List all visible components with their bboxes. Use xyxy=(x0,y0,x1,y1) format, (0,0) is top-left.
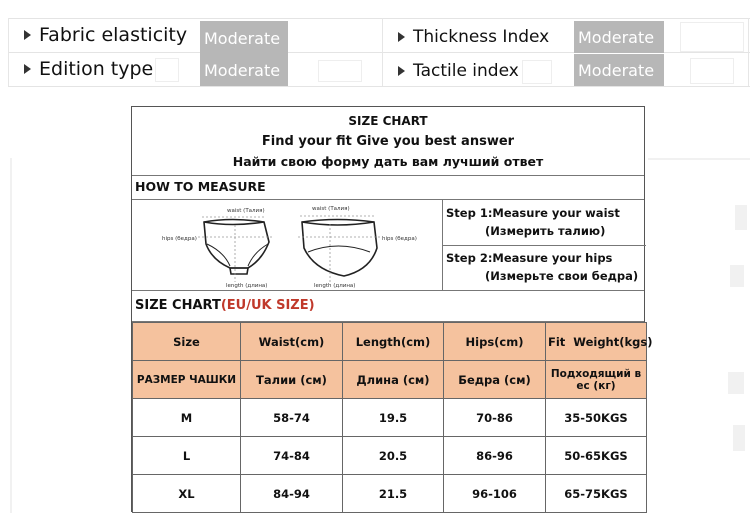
background-panel xyxy=(730,265,744,287)
size-chart-region: (EU/UK SIZE) xyxy=(220,298,315,313)
header-cell: Hips(cm) xyxy=(443,322,546,361)
attribute-tactile-index: Tactile index xyxy=(398,61,519,81)
background-panel xyxy=(648,158,750,160)
front-length-label: length (длина) xyxy=(226,283,267,289)
attribute-value: Moderate xyxy=(200,54,288,86)
back-waist-label: waist (Талия) xyxy=(312,206,350,212)
attribute-label: Fabric elasticity xyxy=(39,24,188,46)
attribute-edition-type: Edition type xyxy=(24,58,153,80)
attribute-label: Edition type xyxy=(39,58,154,80)
header-cell: Length(cm) xyxy=(342,322,444,361)
attribute-thickness-index: Thickness Index xyxy=(398,27,549,47)
chart-title: SIZE CHART xyxy=(348,114,428,128)
blank-box xyxy=(680,22,744,52)
size-table: Size Waist(cm) Length(cm) Hips(cm) Fit W… xyxy=(132,322,652,513)
header-cell: Waist(cm) xyxy=(240,322,343,361)
triangle-bullet-icon xyxy=(398,66,405,76)
table-cell: 20.5 xyxy=(342,436,444,475)
step-2-translation: (Измерьте свои бедра) xyxy=(485,269,639,283)
table-header-row: Size Waist(cm) Length(cm) Hips(cm) Fit W… xyxy=(132,322,652,361)
measure-step-2: Step 2:Measure your hips (Измерьте свои … xyxy=(443,245,646,290)
triangle-bullet-icon xyxy=(398,32,405,42)
chart-subtitle-ru: Найти свою форму дать вам лучший ответ xyxy=(232,154,544,169)
table-cell: 50-65KGS xyxy=(545,436,647,475)
table-cell: 74-84 xyxy=(240,436,343,475)
blank-box xyxy=(522,60,552,84)
front-waist-label: waist (Талия) xyxy=(227,208,265,214)
background-panel xyxy=(733,425,745,451)
table-row: XL 84-94 21.5 96-106 65-75KGS xyxy=(132,474,647,513)
attribute-label: Tactile index xyxy=(413,61,519,81)
size-chart-heading-text: SIZE CHART xyxy=(135,298,221,313)
header-cell: Бедра (см) xyxy=(443,360,546,399)
how-to-measure-heading: HOW TO MEASURE xyxy=(132,175,644,200)
table-row: L 74-84 20.5 86-96 50-65KGS xyxy=(132,436,647,475)
background-panel xyxy=(735,205,747,230)
table-cell: L xyxy=(132,436,241,475)
header-cell: РАЗМЕР ЧАШКИ xyxy=(132,360,241,399)
table-cell: 58-74 xyxy=(240,398,343,437)
header-cell: Fit Weight(kgs) xyxy=(545,322,652,361)
table-cell: XL xyxy=(132,474,241,513)
header-cell: Талии (см) xyxy=(240,360,343,399)
header-cell: Size xyxy=(132,322,241,361)
attribute-fabric-elasticity: Fabric elasticity xyxy=(24,24,187,46)
step-2-text: Step 2:Measure your hips xyxy=(446,251,613,265)
step-1-text: Step 1:Measure your waist xyxy=(446,206,620,220)
attribute-value: Moderate xyxy=(574,21,664,53)
header-cell: Длина (см) xyxy=(342,360,444,399)
briefs-diagram: waist (Талия) hips (бедра) length (длина… xyxy=(162,206,417,289)
back-length-label: length (длина) xyxy=(314,283,355,289)
measure-section: waist (Талия) hips (бедра) length (длина… xyxy=(132,200,646,291)
triangle-bullet-icon xyxy=(24,64,31,74)
blank-box xyxy=(155,58,179,82)
table-cell: 35-50KGS xyxy=(545,398,647,437)
attribute-value: Moderate xyxy=(574,54,664,86)
table-cell: 65-75KGS xyxy=(545,474,647,513)
table-cell: 84-94 xyxy=(240,474,343,513)
table-cell: 86-96 xyxy=(443,436,546,475)
attribute-label: Thickness Index xyxy=(413,27,550,47)
header-cell: Подходящий в ес (кг) xyxy=(545,360,647,399)
blank-box xyxy=(318,60,362,82)
table-row: M 58-74 19.5 70-86 35-50KGS xyxy=(132,398,647,437)
table-cell: 96-106 xyxy=(443,474,546,513)
briefs-illustration: waist (Талия) hips (бедра) length (длина… xyxy=(132,200,443,290)
table-cell: M xyxy=(132,398,241,437)
size-chart: SIZE CHART Find your fit Give you best a… xyxy=(131,106,652,513)
size-chart-heading: SIZE CHART(EU/UK SIZE) xyxy=(132,290,644,322)
attribute-value: Moderate xyxy=(200,21,288,55)
background-panel xyxy=(10,158,12,513)
table-header-row-ru: РАЗМЕР ЧАШКИ Талии (см) Длина (см) Бедра… xyxy=(132,360,647,399)
blank-box xyxy=(690,58,734,84)
measure-step-1: Step 1:Measure your waist (Измерить тали… xyxy=(443,200,646,246)
triangle-bullet-icon xyxy=(24,30,31,40)
chart-subtitle-en: Find your fit Give you best answer xyxy=(261,134,515,149)
table-cell: 70-86 xyxy=(443,398,546,437)
chart-title-block: SIZE CHART Find your fit Give you best a… xyxy=(132,107,644,176)
table-cell: 21.5 xyxy=(342,474,444,513)
front-hips-label: hips (бедра) xyxy=(162,236,197,242)
attribute-strip: Fabric elasticity Moderate Edition type … xyxy=(0,18,750,88)
background-panel xyxy=(728,372,744,394)
table-cell: 19.5 xyxy=(342,398,444,437)
back-hips-label: hips (бедра) xyxy=(382,236,417,242)
step-1-translation: (Измерить талию) xyxy=(485,224,606,238)
